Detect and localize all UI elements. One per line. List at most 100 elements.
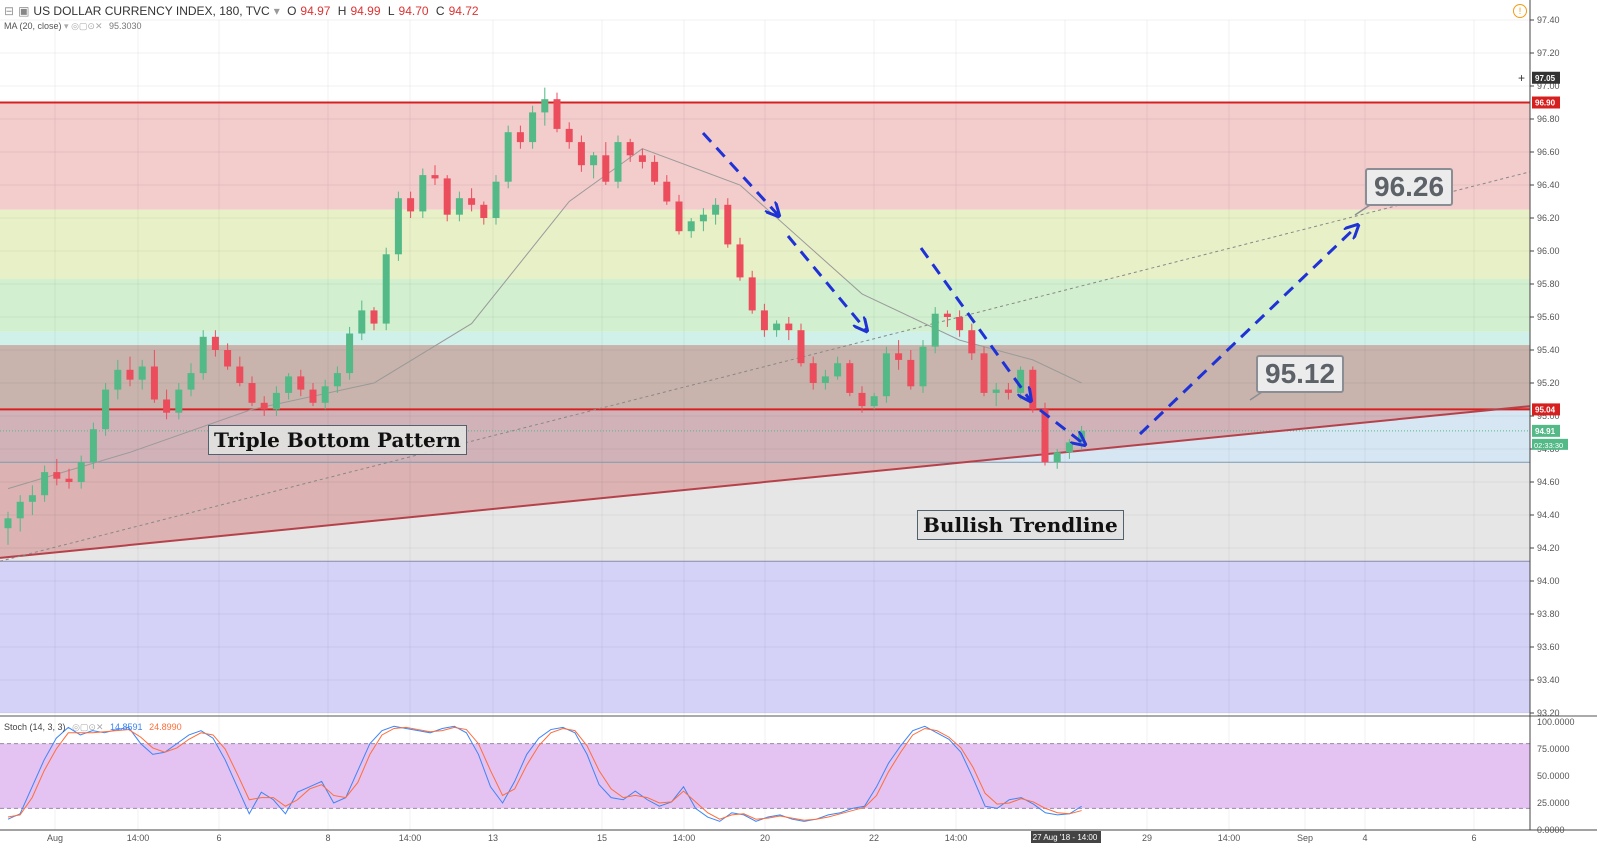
time-tick-label: 6 bbox=[216, 833, 221, 843]
ohlc-close: C 94.72 bbox=[436, 4, 479, 18]
time-tick-label: 13 bbox=[488, 833, 498, 843]
candle-up bbox=[1017, 369, 1025, 393]
stoch-tick-label: 50.0000 bbox=[1537, 771, 1570, 781]
candle-down bbox=[1029, 369, 1037, 410]
candle-down bbox=[663, 181, 671, 202]
candle-up bbox=[834, 363, 842, 377]
candle-down bbox=[309, 389, 317, 403]
candle-up bbox=[870, 396, 878, 407]
candle-up bbox=[529, 112, 537, 143]
last-price-tag: 94.91 bbox=[1535, 427, 1556, 436]
symbol-title[interactable]: US DOLLAR CURRENCY INDEX, 180, TVC bbox=[33, 4, 270, 18]
stoch-d-line bbox=[7, 726, 1082, 821]
price-tick-label: 95.00 bbox=[1537, 411, 1560, 421]
forecast-arrows bbox=[701, 131, 1371, 444]
trendlines bbox=[0, 171, 1531, 562]
low-label: L bbox=[387, 4, 395, 18]
time-tick-label: 14:00 bbox=[399, 833, 422, 843]
ma-menu-icon[interactable]: ▾ ◎▢⊙✕ bbox=[64, 21, 103, 31]
target-mid-callout[interactable]: 95.12 bbox=[1256, 355, 1345, 393]
candle-up bbox=[28, 495, 36, 502]
candle-up bbox=[382, 254, 390, 324]
price-tick-label: 97.20 bbox=[1537, 48, 1560, 58]
candle-up bbox=[346, 333, 354, 374]
price-tick-label: 95.60 bbox=[1537, 312, 1560, 322]
candle-down bbox=[468, 198, 476, 205]
candle-down bbox=[602, 155, 610, 182]
candle-down bbox=[956, 317, 964, 331]
candle-up bbox=[687, 221, 695, 232]
close-label: C bbox=[435, 4, 445, 18]
ma-legend: MA (20, close) ▾ ◎▢⊙✕ 95.3030 bbox=[4, 21, 142, 32]
lower-level-tag: 95.04 bbox=[1535, 405, 1556, 414]
candle-down bbox=[248, 383, 256, 403]
stoch-menu-icon[interactable]: ◎▢⊙✕ bbox=[72, 722, 104, 732]
candle-up bbox=[333, 373, 341, 387]
close-value: 94.72 bbox=[448, 4, 479, 18]
candle-up bbox=[504, 132, 512, 182]
candle-down bbox=[553, 99, 561, 129]
price-tick-label: 94.20 bbox=[1537, 543, 1560, 553]
stoch-tick-label: 100.0000 bbox=[1537, 717, 1575, 727]
collapse-icon[interactable]: ⊟ bbox=[4, 4, 15, 18]
settings-icon[interactable]: ! bbox=[1513, 4, 1527, 18]
price-zone bbox=[0, 462, 1530, 562]
ma-label[interactable]: MA (20, close) bbox=[4, 21, 62, 31]
countdown-label: 02:33:30 bbox=[1534, 441, 1563, 450]
candle-up bbox=[321, 386, 329, 403]
candle-down bbox=[1004, 389, 1012, 393]
candle-down bbox=[260, 402, 268, 410]
upper-level-tag: 96.90 bbox=[1535, 99, 1556, 108]
forecast-arrow bbox=[786, 235, 866, 330]
candle-down bbox=[724, 204, 732, 245]
price-tick-label: 96.80 bbox=[1537, 114, 1560, 124]
candle-up bbox=[773, 323, 781, 331]
candle-down bbox=[480, 204, 488, 218]
triple-bottom-label[interactable]: Triple Bottom Pattern bbox=[208, 425, 467, 455]
price-tick-label: 94.60 bbox=[1537, 477, 1560, 487]
time-tick-label: 6 bbox=[1471, 833, 1476, 843]
time-tick-label: 27 Aug '18 - 14:00 bbox=[1033, 833, 1098, 842]
price-zone bbox=[0, 561, 1530, 713]
candle-up bbox=[931, 313, 939, 347]
candle-up bbox=[41, 472, 49, 496]
candle-up bbox=[175, 389, 183, 413]
price-tick-label: 96.00 bbox=[1537, 246, 1560, 256]
candle-up bbox=[1053, 452, 1061, 463]
time-tick-label: 4 bbox=[1362, 833, 1367, 843]
stoch-label[interactable]: Stoch (14, 3, 3) bbox=[4, 722, 66, 732]
candle-down bbox=[895, 353, 903, 360]
candle-down bbox=[638, 155, 646, 162]
stochastic-panel bbox=[0, 715, 1597, 822]
forecast-arrow bbox=[919, 247, 1030, 400]
last-price-tag-bg bbox=[1532, 424, 1560, 437]
channel-line bbox=[0, 171, 1531, 562]
candle-down bbox=[224, 350, 232, 367]
candle-down bbox=[943, 313, 951, 317]
callout-pointer bbox=[1249, 391, 1263, 401]
stoch-band bbox=[0, 743, 1530, 809]
candle-up bbox=[4, 518, 12, 529]
price-zone bbox=[0, 102, 1530, 210]
symbol-menu-icon[interactable]: ▾ bbox=[273, 4, 280, 18]
candle-up bbox=[114, 369, 122, 390]
target-high-callout[interactable]: 96.26 bbox=[1365, 168, 1454, 206]
time-tick-label: Aug bbox=[47, 833, 63, 843]
time-cursor-tag bbox=[1031, 831, 1101, 843]
candle-up bbox=[102, 389, 110, 430]
candle-up bbox=[77, 462, 85, 482]
time-tick-label: 14:00 bbox=[945, 833, 968, 843]
bullish-trendline-label[interactable]: Bullish Trendline bbox=[917, 510, 1124, 540]
candle-down bbox=[846, 363, 854, 393]
candle-up bbox=[590, 155, 598, 166]
lower-level-tag-bg bbox=[1532, 403, 1560, 416]
candle-up bbox=[455, 198, 463, 215]
forecast-arrow bbox=[1039, 408, 1084, 444]
countdown-bg bbox=[1532, 438, 1568, 450]
price-tick-label: 96.20 bbox=[1537, 213, 1560, 223]
candle-down bbox=[297, 376, 305, 390]
price-zone bbox=[0, 331, 1530, 346]
candle-down bbox=[565, 128, 573, 143]
